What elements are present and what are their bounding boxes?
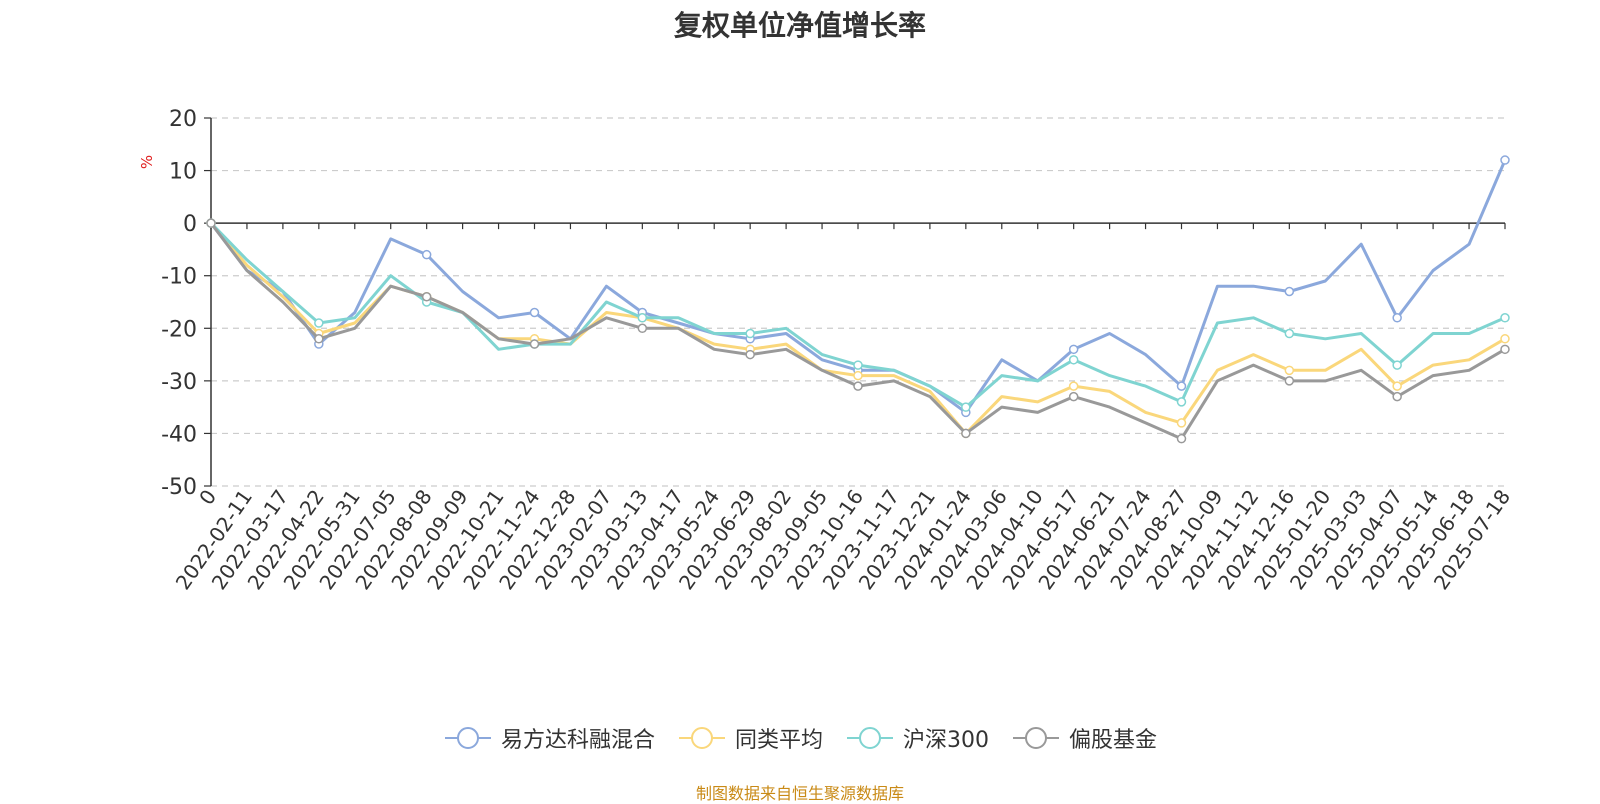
legend: 易方达科融混合 同类平均 沪深300 偏股基金 [0,722,1600,754]
legend-item[interactable]: 同类平均 [677,722,823,754]
data-point [314,318,324,328]
data-point [1068,344,1079,355]
series-lines [206,155,1510,444]
data-point [529,307,540,318]
data-point [1176,433,1187,444]
legend-label: 易方达科融混合 [500,728,655,753]
x-tick-label: 0 [194,485,221,509]
data-point [1500,334,1510,344]
legend-item[interactable]: 沪深300 [845,722,989,754]
y-tick-label: -40 [161,422,197,447]
data-point [1392,391,1402,402]
data-point [1068,355,1079,365]
data-point [745,328,755,339]
data-point [961,428,971,439]
data-point [421,291,432,302]
data-point [314,334,324,344]
y-tick-label: 10 [169,160,197,185]
y-tick-label: -50 [161,475,197,500]
data-point [1176,418,1187,428]
data-point [1500,313,1510,323]
data-point [1068,391,1079,402]
legend-marker-icon [444,727,491,749]
y-tick-label: 20 [169,107,197,132]
data-point [853,370,863,381]
data-point [206,218,216,228]
data-point [1176,381,1187,391]
tick-labels: 20100-10-20-30-40-5002022-02-112022-03-1… [161,107,1515,594]
data-point [853,381,863,391]
legend-item[interactable]: 偏股基金 [1011,722,1157,754]
data-point [1284,286,1295,297]
legend-label: 沪深300 [903,728,989,753]
chart-title: 复权单位净值增长率 [673,9,926,42]
data-point [1392,360,1402,370]
y-tick-label: -10 [161,265,197,290]
y-tick-label: 0 [183,212,197,237]
series-偏股基金 [206,218,1510,444]
series-易方达科融混合 [206,155,1510,418]
data-point [637,323,648,334]
legend-label: 偏股基金 [1069,728,1158,753]
data-point [1284,365,1295,376]
data-point [1284,328,1295,339]
source-note: 制图数据来自恒生聚源数据库 [695,784,904,803]
data-point [853,360,863,370]
y-axis-label: % [138,155,156,169]
legend-label: 同类平均 [734,728,823,753]
axes [204,117,1506,487]
legend-marker-icon [1013,727,1059,749]
legend-marker-icon [678,727,725,749]
data-point [961,402,971,412]
grid-lines [211,117,1505,487]
data-point [745,349,755,360]
data-point [1392,381,1402,391]
series-line [209,222,1506,435]
data-point [1284,376,1295,386]
data-point [529,339,540,349]
data-point [1392,313,1402,323]
data-point [421,249,432,260]
data-point [1500,155,1510,165]
y-tick-label: -20 [161,317,197,342]
data-point [1068,381,1079,391]
y-tick-label: -30 [161,370,197,395]
legend-item[interactable]: 易方达科融混合 [443,722,655,754]
data-point [637,313,648,323]
data-point [1176,397,1187,407]
data-point [1500,344,1510,355]
legend-marker-icon [847,727,893,749]
series-line [209,222,1506,441]
